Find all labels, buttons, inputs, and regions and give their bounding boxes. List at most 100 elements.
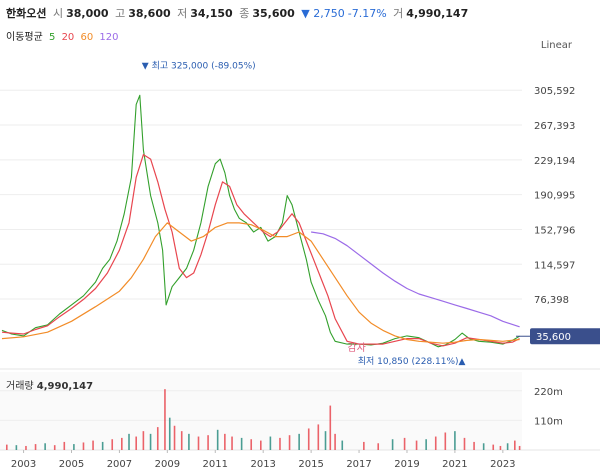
volume-bar: [324, 431, 327, 450]
x-tick-label: 2021: [442, 459, 467, 470]
volume-bar: [15, 445, 18, 450]
ma-legend-label: 이동평균: [6, 32, 43, 43]
volume-bar: [506, 443, 509, 450]
ma-60-label[interactable]: 60: [80, 32, 94, 43]
price-tick-label: 152,796: [534, 225, 575, 236]
moving-average-legend: 이동평균 5 20 60 120: [6, 28, 122, 43]
volume-bar: [164, 389, 166, 450]
volume-bar: [168, 417, 171, 450]
volume-bar: [317, 424, 320, 450]
open-price: 38,000: [66, 7, 109, 20]
volume-bar: [499, 445, 502, 450]
volume-bar: [377, 443, 380, 450]
ma-line-60: [1, 222, 520, 344]
volume-bar: [518, 445, 521, 450]
volume-bar: [482, 443, 485, 450]
low-price: 34,150: [190, 7, 233, 20]
x-tick-label: 2003: [11, 459, 36, 470]
price-tick-label: 114,597: [534, 260, 575, 271]
volume-bar: [250, 439, 253, 450]
x-tick-label: 2023: [490, 459, 515, 470]
x-tick-label: 2007: [107, 459, 132, 470]
max-annotation: ▼ 최고 325,000 (-89.05%): [142, 61, 256, 72]
change-value: ▼ 2,750: [301, 7, 345, 20]
close-label: 종: [239, 7, 250, 20]
volume-bar: [444, 432, 447, 450]
price-tick-label: 267,393: [534, 121, 575, 132]
volume-bar: [188, 433, 190, 450]
volume-bar: [53, 445, 56, 450]
volume-bar: [231, 436, 233, 450]
volume-bar: [298, 433, 300, 450]
volume-bar: [128, 433, 130, 450]
volume-bar: [44, 443, 46, 450]
volume-bar: [34, 444, 37, 450]
current-price-label: 35,600: [536, 332, 571, 343]
high-label: 고: [115, 7, 126, 20]
close-price: 35,600: [252, 7, 295, 20]
volume-bar: [92, 440, 94, 450]
volume-title-value: 4,990,147: [37, 381, 93, 392]
volume-bar: [121, 437, 123, 450]
volume-bar: [288, 435, 291, 450]
x-tick-label: 2017: [346, 459, 371, 470]
min-annotation: 최저 10,850 (228.11%)▲: [358, 356, 466, 367]
price-header: 한화오션 시 38,000 고 38,600 저 34,150 종 35,600 ▼ 2…: [6, 5, 471, 21]
low-label: 저: [177, 7, 188, 20]
volume-bar: [463, 437, 466, 450]
volume-bar: [473, 441, 475, 450]
volume-tick-label: 220m: [534, 387, 563, 398]
volume-bar: [260, 440, 262, 450]
price-tick-label: 305,592: [534, 86, 575, 97]
x-tick-label: 2005: [59, 459, 84, 470]
volume-bar: [403, 437, 406, 450]
volume-bar: [82, 442, 85, 450]
volume-bar: [180, 431, 183, 450]
price-tick-label: 229,194: [534, 156, 575, 167]
stock-name: 한화오션: [6, 7, 47, 20]
x-tick-label: 2015: [298, 459, 323, 470]
x-tick-label: 2013: [250, 459, 275, 470]
change-percent: -7.17%: [347, 7, 387, 20]
volume-bar: [307, 428, 310, 450]
volume-bar: [207, 435, 209, 450]
volume-bar: [149, 433, 152, 450]
volume-bar: [514, 440, 516, 450]
volume-bar: [25, 445, 27, 450]
price-tick-label: 190,995: [534, 191, 575, 202]
volume-bar: [5, 444, 8, 450]
volume-bar: [341, 440, 344, 450]
ma-line-20: [1, 154, 520, 347]
volume-bar: [269, 436, 272, 450]
price-tick-label: 76,398: [534, 295, 569, 306]
ma-120-label[interactable]: 120: [99, 32, 119, 43]
volume-bar: [329, 405, 332, 450]
volume-bar: [216, 429, 219, 450]
volume-bar: [63, 441, 66, 450]
volume-bar: [224, 433, 226, 450]
volume-tick-label: 110m: [534, 416, 563, 427]
volume-bar: [173, 425, 176, 450]
x-tick-label: 2009: [155, 459, 180, 470]
volume-bar: [135, 436, 137, 450]
volume-bar: [492, 444, 495, 450]
volume-label: 거: [393, 7, 404, 20]
x-tick-label: 2011: [203, 459, 228, 470]
volume-bar: [363, 441, 365, 450]
volume-bar: [425, 439, 427, 450]
ma-line-120: [311, 231, 520, 328]
open-label: 시: [52, 7, 64, 20]
ma-20-label[interactable]: 20: [61, 32, 75, 43]
volume-bar: [454, 431, 456, 450]
high-price: 38,600: [128, 7, 171, 20]
scale-toggle[interactable]: Linear: [540, 40, 572, 51]
volume-bar: [142, 431, 145, 450]
volume-bar: [415, 440, 418, 450]
ma-5-label[interactable]: 5: [49, 32, 56, 43]
volume-bar: [334, 433, 336, 450]
event-label: 감자: [347, 342, 365, 354]
x-tick-label: 2019: [394, 459, 419, 470]
volume-bar: [391, 439, 394, 450]
volume-bar: [101, 441, 104, 450]
